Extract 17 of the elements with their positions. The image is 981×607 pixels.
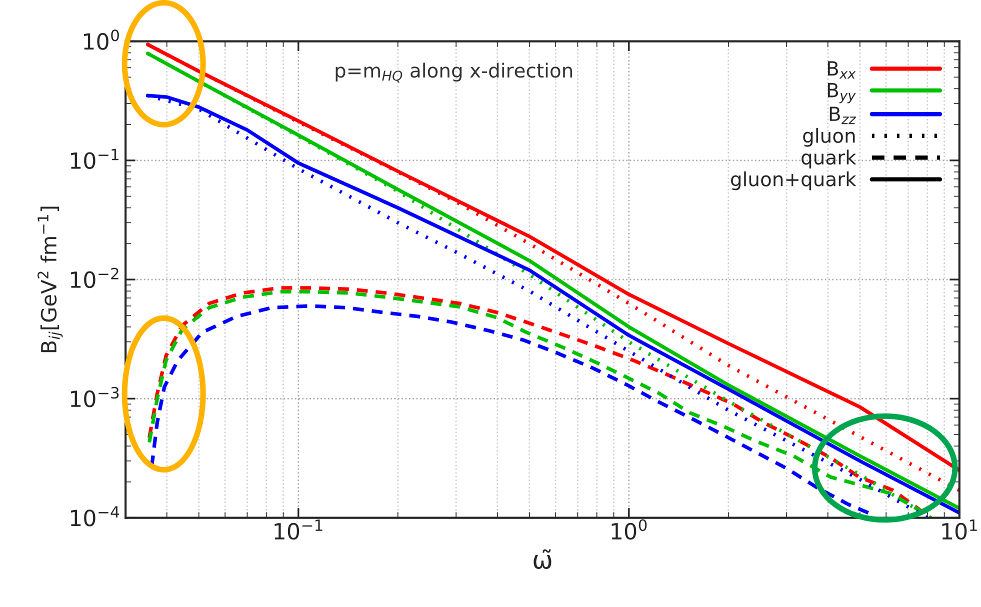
- legend-label: B$_{yy}$: [828, 83, 856, 104]
- y-tick-label: 10$^{−4}$: [70, 506, 120, 526]
- annotation: p=m$_{HQ}$ along x-direction: [336, 62, 572, 82]
- y-tick-label: 10$^{−1}$: [70, 148, 118, 170]
- y-axis-title: B$_{ij}$[GeV$^{2}$ fm$^{−1}$]: [38, 206, 63, 352]
- legend-label: B$_{zz}$: [830, 106, 856, 124]
- x-tick-label: 10$^{1}$: [942, 520, 977, 540]
- x-tick-label: 10$^{−1}$: [274, 520, 322, 540]
- y-tick-label: 10$^{0}$: [84, 29, 119, 50]
- annotation: quark: [802, 150, 856, 168]
- x-axis-title: ω̃: [534, 549, 552, 570]
- y-tick-label: 10$^{−2}$: [70, 268, 118, 288]
- x-tick-label: 10$^{0}$: [612, 519, 647, 540]
- annotation: gluon: [803, 128, 855, 147]
- y-tick-label: 10$^{−3}$: [70, 386, 119, 408]
- annotation: gluon+quark: [731, 171, 856, 190]
- legend-label: B$_{xx}$: [828, 61, 856, 79]
